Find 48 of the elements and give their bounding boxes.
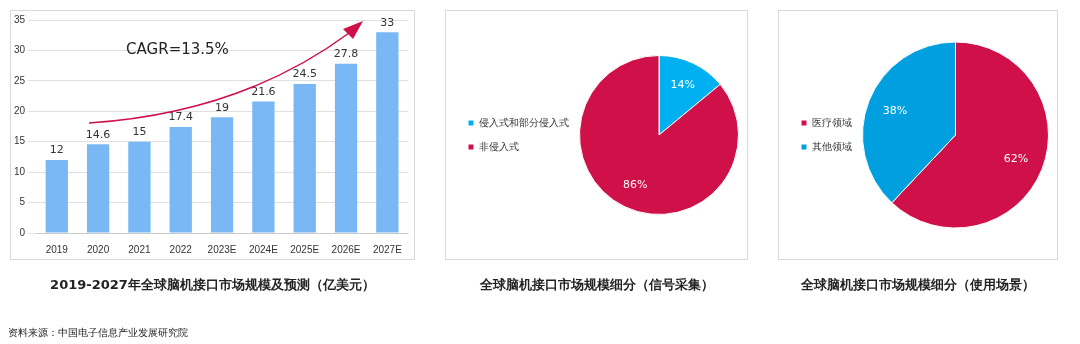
x-tick-label: 2026E (331, 243, 361, 255)
bar (252, 101, 275, 233)
bar (86, 144, 110, 233)
data-label: 15 (132, 125, 147, 139)
data-label: 14% (670, 77, 695, 91)
legend-label: 其他领域 (812, 140, 852, 152)
text: 全球脑机接口市场规模细分（信号采集） (478, 276, 715, 294)
x-tick-label: 2022 (169, 243, 193, 255)
y-tick-label: 20 (14, 105, 26, 117)
bar (128, 141, 151, 233)
data-label: 27.8 (333, 47, 359, 61)
y-tick-label: 15 (14, 135, 26, 147)
data-label: 17.4 (168, 110, 193, 124)
legend-label: 医疗领域 (812, 116, 852, 128)
data-label: 24.5 (292, 67, 317, 81)
y-tick-label: 30 (14, 44, 26, 56)
data-label: 62% (1003, 151, 1029, 165)
text: 资料来源：中国电子信息产业发展研究院 (8, 326, 188, 340)
x-tick-label: 2020 (86, 243, 110, 255)
data-label: 33 (380, 15, 395, 29)
y-tick-label: 35 (14, 13, 26, 25)
y-tick-label: 10 (14, 165, 26, 177)
text: 全球脑机接口市场规模细分（使用场景） (800, 276, 1036, 294)
data-label: 19 (215, 100, 230, 114)
bar (293, 83, 316, 233)
x-tick-label: 2019 (45, 243, 69, 255)
x-tick-label: 2021 (128, 243, 151, 255)
text: 2019-2027年全球脑机接口市场规模及预测（亿美元） (49, 276, 376, 294)
x-tick-label: 2023E (207, 243, 237, 255)
bar (334, 63, 358, 233)
bar (169, 127, 192, 233)
data-label: 21.6 (251, 84, 276, 98)
data-label: 86% (623, 178, 648, 192)
data-label: 12 (49, 143, 64, 157)
legend-label: 侵入式和部分侵入式 (479, 116, 569, 128)
bar (45, 159, 68, 233)
bar (210, 117, 234, 233)
y-tick-label: 25 (14, 74, 26, 86)
bar (376, 32, 399, 233)
annotation: CAGR=13.5% (126, 39, 229, 58)
y-tick-label: 5 (19, 196, 26, 208)
data-label: 14.6 (85, 127, 111, 141)
x-tick-label: 2027E (372, 243, 403, 255)
data-label: 38% (882, 103, 908, 117)
legend-label: 非侵入式 (479, 140, 519, 152)
y-tick-label: 0 (19, 226, 26, 238)
x-tick-label: 2025E (290, 243, 320, 255)
x-tick-label: 2024E (248, 243, 279, 255)
